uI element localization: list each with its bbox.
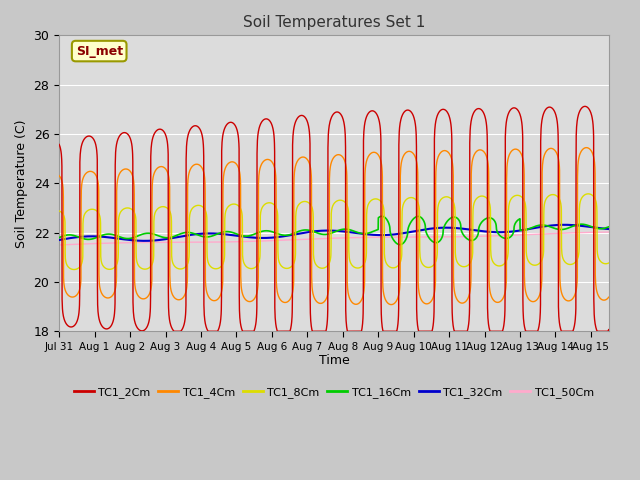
Text: SI_met: SI_met (76, 45, 123, 58)
X-axis label: Time: Time (319, 354, 349, 368)
Title: Soil Temperatures Set 1: Soil Temperatures Set 1 (243, 15, 425, 30)
Y-axis label: Soil Temperature (C): Soil Temperature (C) (15, 119, 28, 248)
Legend: TC1_2Cm, TC1_4Cm, TC1_8Cm, TC1_16Cm, TC1_32Cm, TC1_50Cm: TC1_2Cm, TC1_4Cm, TC1_8Cm, TC1_16Cm, TC1… (70, 383, 598, 403)
